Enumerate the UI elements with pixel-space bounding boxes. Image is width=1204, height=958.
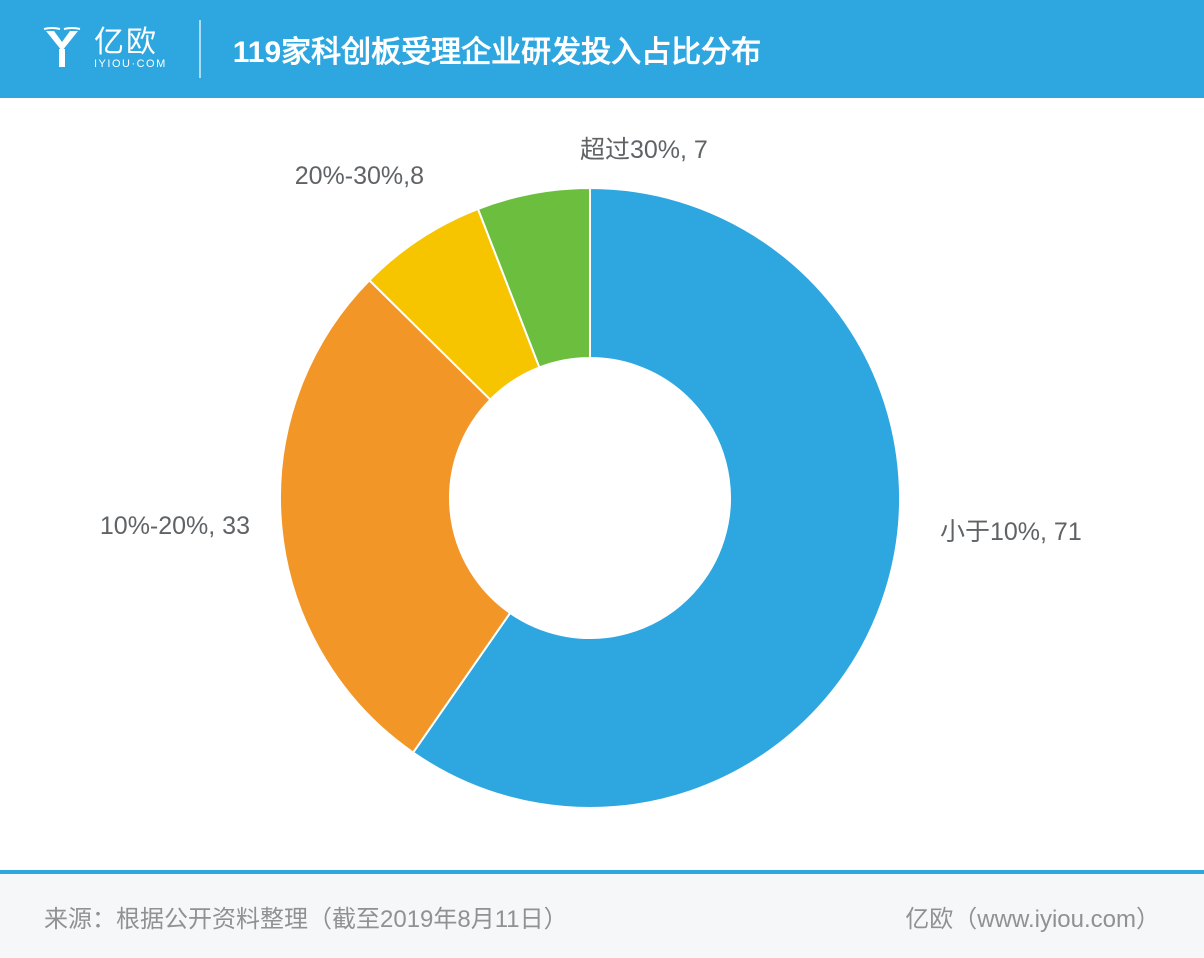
brand-text: 亿欧（www.iyiou.com） (905, 899, 1160, 934)
logo: 亿欧 IYIOU·COM (40, 20, 201, 78)
chart-area: 小于10%, 71 10%-20%, 33 20%-30%,8 超过30%, 7 (0, 98, 1204, 870)
slice-label: 10%-20%, 33 (100, 512, 250, 541)
slice-label: 小于10%, 71 (940, 512, 1082, 548)
donut-chart (0, 98, 1204, 870)
source-text: 来源：根据公开资料整理（截至2019年8月11日） (44, 899, 568, 934)
header-bar: 亿欧 IYIOU·COM 119家科创板受理企业研发投入占比分布 (0, 0, 1204, 98)
chart-title: 119家科创板受理企业研发投入占比分布 (233, 27, 761, 71)
slice-label: 20%-30%,8 (295, 162, 424, 191)
logo-cn: 亿欧 (94, 27, 167, 59)
footer-bar: 来源：根据公开资料整理（截至2019年8月11日） 亿欧（www.iyiou.c… (0, 870, 1204, 958)
logo-mark-icon (40, 27, 84, 71)
logo-text: 亿欧 IYIOU·COM (94, 27, 167, 70)
logo-en: IYIOU·COM (94, 59, 167, 71)
slice-label: 超过30%, 7 (580, 130, 708, 166)
